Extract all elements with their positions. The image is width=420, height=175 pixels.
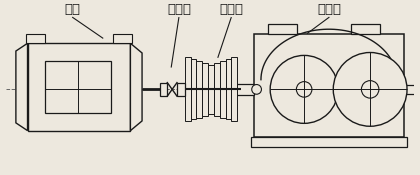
Circle shape xyxy=(252,85,261,94)
Circle shape xyxy=(333,52,407,126)
Bar xyxy=(254,34,404,137)
Polygon shape xyxy=(16,43,28,131)
Bar xyxy=(220,61,226,118)
Bar xyxy=(231,57,237,121)
Bar xyxy=(177,83,185,96)
Bar xyxy=(185,57,191,121)
Bar xyxy=(197,61,202,118)
Bar xyxy=(226,59,231,120)
Bar xyxy=(26,34,45,43)
Circle shape xyxy=(362,81,379,98)
Bar xyxy=(251,137,407,147)
Bar xyxy=(208,65,214,114)
Bar xyxy=(268,24,297,34)
Bar xyxy=(236,83,254,95)
Circle shape xyxy=(270,55,338,123)
Bar xyxy=(214,63,220,116)
Text: 电机: 电机 xyxy=(64,3,80,16)
Bar xyxy=(45,61,111,113)
Bar xyxy=(28,43,131,131)
Text: 减速器: 减速器 xyxy=(318,3,341,16)
Circle shape xyxy=(297,82,312,97)
Bar xyxy=(202,63,208,116)
Bar xyxy=(351,24,380,34)
Bar xyxy=(113,34,132,43)
Text: 液偶器: 液偶器 xyxy=(219,3,243,16)
Bar xyxy=(404,85,420,94)
Text: 弹性节: 弹性节 xyxy=(167,3,191,16)
Bar xyxy=(191,59,197,120)
Bar xyxy=(160,83,167,96)
Polygon shape xyxy=(131,43,142,131)
